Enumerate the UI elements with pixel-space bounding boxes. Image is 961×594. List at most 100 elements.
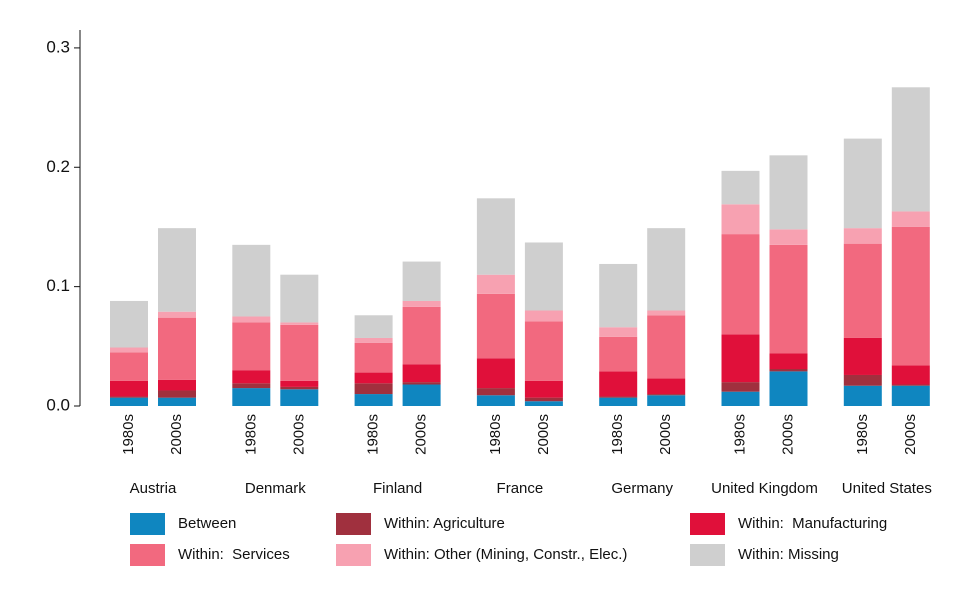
bar-segment: [891, 384, 930, 386]
x-tick-label: 2000s: [535, 414, 552, 455]
x-tick-label: 2000s: [290, 414, 307, 455]
bar-segment: [354, 342, 393, 373]
legend-label: Within: Agriculture: [384, 515, 505, 532]
bar-segment: [158, 390, 196, 398]
bar-segment: [721, 234, 760, 335]
bar-segment: [721, 170, 760, 205]
y-tick-label: 0.0: [46, 395, 70, 414]
bar-segment: [524, 401, 563, 406]
bar-segment: [354, 383, 393, 395]
bar-segment: [402, 384, 441, 406]
bar-segment: [158, 228, 196, 312]
bar-segment: [769, 368, 808, 372]
bar-segment: [280, 322, 319, 325]
x-tick-label: 1980s: [487, 414, 504, 455]
bar-segment: [232, 322, 271, 371]
legend-label: Within: Services: [178, 546, 290, 563]
bar-segment: [599, 336, 638, 372]
x-tick-label: 2000s: [168, 414, 185, 455]
bar-segment: [599, 397, 638, 406]
bar-segment: [476, 293, 515, 359]
group-label: United States: [842, 480, 932, 497]
bar-segment: [110, 397, 148, 406]
bar-segment: [158, 311, 196, 318]
y-tick-label: 0.2: [46, 157, 70, 176]
bar-segment: [843, 385, 882, 406]
x-tick-label: 1980s: [242, 414, 259, 455]
bar-segment: [524, 321, 563, 381]
bar-segment: [232, 388, 271, 406]
legend-label: Within: Missing: [738, 546, 839, 563]
bar-segment: [647, 310, 686, 316]
x-tick-label: 2000s: [413, 414, 430, 455]
legend-label: Between: [178, 515, 236, 532]
bar-segment: [354, 315, 393, 338]
bar-segment: [647, 395, 686, 406]
legend-swatch: [690, 544, 725, 566]
bar-segment: [721, 334, 760, 383]
group-label: Denmark: [245, 480, 306, 497]
bar-segment: [110, 352, 148, 381]
bar-segment: [354, 372, 393, 384]
x-tick-label: 2000s: [657, 414, 674, 455]
bar-segment: [280, 386, 319, 390]
bar-segment: [476, 395, 515, 406]
bar-segment: [891, 211, 930, 227]
bar-segment: [354, 337, 393, 343]
bar-segment: [769, 229, 808, 245]
bar-segment: [843, 243, 882, 338]
bar-segment: [769, 353, 808, 369]
bar-segment: [524, 397, 563, 402]
bar-segment: [647, 378, 686, 395]
group-label: France: [497, 480, 544, 497]
x-tick-label: 2000s: [902, 414, 919, 455]
x-tick-label: 1980s: [609, 414, 626, 455]
bar-segment: [843, 337, 882, 375]
bar-segment: [402, 382, 441, 385]
bar-segment: [891, 365, 930, 385]
legend-swatch: [336, 513, 371, 535]
bar-segment: [158, 397, 196, 406]
bar-segment: [232, 370, 271, 384]
bar-segment: [232, 244, 271, 317]
x-tick-label: 2000s: [779, 414, 796, 455]
group-label: Germany: [611, 480, 673, 497]
bar-segment: [110, 347, 148, 353]
bar-segment: [280, 389, 319, 406]
bar-segment: [158, 379, 196, 391]
bar-segment: [769, 371, 808, 406]
x-tick-label: 1980s: [365, 414, 382, 455]
legend-swatch: [130, 513, 165, 535]
bar-segment: [232, 316, 271, 323]
bar-segment: [599, 263, 638, 328]
bar-segment: [232, 383, 271, 389]
bar-segment: [524, 380, 563, 398]
x-tick-label: 1980s: [731, 414, 748, 455]
bar-segment: [402, 261, 441, 301]
y-tick-label: 0.3: [46, 37, 70, 56]
bar-segment: [354, 394, 393, 406]
bar-segment: [769, 155, 808, 230]
bar-segment: [280, 274, 319, 323]
bar-segment: [843, 374, 882, 386]
legend-swatch: [336, 544, 371, 566]
y-tick-label: 0.1: [46, 276, 70, 295]
legend-swatch: [130, 544, 165, 566]
bar-segment: [476, 388, 515, 396]
bar-segment: [891, 385, 930, 406]
bar-segment: [843, 138, 882, 229]
bar-segment: [721, 204, 760, 235]
bar-segment: [280, 324, 319, 381]
group-label: Austria: [130, 480, 177, 497]
legend-label: Within: Manufacturing: [738, 515, 887, 532]
bar-segment: [721, 391, 760, 406]
legend-swatch: [690, 513, 725, 535]
bar-segment: [599, 396, 638, 398]
group-label: United Kingdom: [711, 480, 818, 497]
bar-segment: [476, 274, 515, 294]
bar-segment: [599, 327, 638, 337]
group-label: Finland: [373, 480, 422, 497]
bar-segment: [110, 300, 148, 348]
bar-segment: [476, 198, 515, 275]
bar-segment: [599, 371, 638, 397]
